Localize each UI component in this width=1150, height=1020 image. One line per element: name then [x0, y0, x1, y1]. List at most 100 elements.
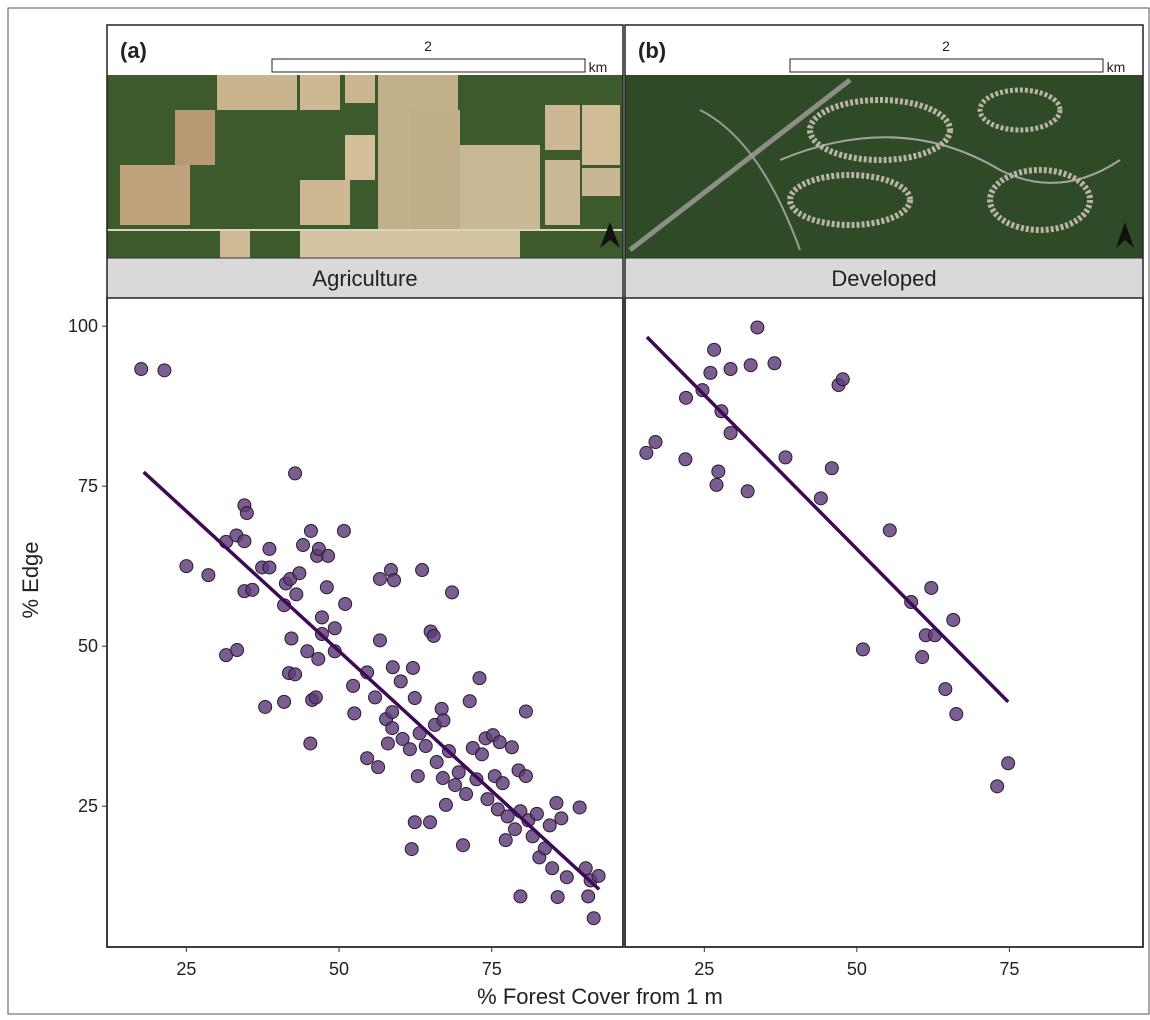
- y-tick-label: 50: [78, 636, 98, 656]
- point: [386, 706, 399, 719]
- point: [680, 391, 693, 404]
- point: [278, 695, 291, 708]
- point: [499, 834, 512, 847]
- point: [388, 574, 401, 587]
- point: [405, 843, 418, 856]
- point: [916, 651, 929, 664]
- point: [463, 695, 476, 708]
- point: [649, 436, 662, 449]
- point: [386, 722, 399, 735]
- x-tick-label: 50: [847, 959, 867, 979]
- y-tick-label: 100: [68, 316, 98, 336]
- point: [348, 707, 361, 720]
- point: [825, 462, 838, 475]
- panel-label: (a): [120, 38, 147, 63]
- point: [546, 862, 559, 875]
- figure: (a)2kmAgriculture255075255075100(b)2kmDe…: [0, 0, 1150, 1015]
- y-tick-label: 75: [78, 476, 98, 496]
- scale-bar: [272, 59, 585, 72]
- point: [460, 788, 473, 801]
- point: [724, 363, 737, 376]
- point: [339, 597, 352, 610]
- point: [592, 869, 605, 882]
- point: [475, 748, 488, 761]
- point: [779, 451, 792, 464]
- x-tick-label: 25: [176, 959, 196, 979]
- point: [259, 700, 272, 713]
- point: [508, 823, 521, 836]
- point: [679, 453, 692, 466]
- point: [322, 549, 335, 562]
- point: [158, 364, 171, 377]
- point: [416, 564, 429, 577]
- point: [473, 672, 486, 685]
- panel-label: (b): [638, 38, 666, 63]
- point: [381, 737, 394, 750]
- point: [304, 737, 317, 750]
- point: [406, 661, 419, 674]
- point: [836, 373, 849, 386]
- point: [519, 705, 532, 718]
- point: [301, 645, 314, 658]
- x-tick-label: 75: [999, 959, 1019, 979]
- point: [708, 343, 721, 356]
- point: [751, 321, 764, 334]
- point: [263, 542, 276, 555]
- point: [741, 485, 754, 498]
- point: [424, 816, 437, 829]
- point: [744, 359, 757, 372]
- point: [320, 581, 333, 594]
- point: [372, 761, 385, 774]
- point: [408, 692, 421, 705]
- point: [394, 675, 407, 688]
- point: [530, 807, 543, 820]
- point: [449, 779, 462, 792]
- point: [180, 560, 193, 573]
- aerial-agriculture: [107, 75, 623, 258]
- point: [297, 539, 310, 552]
- point: [814, 492, 827, 505]
- scale-label: 2: [942, 38, 950, 54]
- point: [135, 363, 148, 376]
- point: [369, 691, 382, 704]
- point: [446, 586, 459, 599]
- scale-label: 2: [424, 38, 432, 54]
- point: [950, 708, 963, 721]
- point: [435, 702, 448, 715]
- point: [573, 801, 586, 814]
- point: [373, 572, 386, 585]
- point: [550, 796, 563, 809]
- point: [408, 816, 421, 829]
- x-tick-label: 50: [329, 959, 349, 979]
- point: [231, 644, 244, 657]
- point: [430, 756, 443, 769]
- point: [437, 714, 450, 727]
- point: [439, 798, 452, 811]
- aerial-developed: [625, 75, 1143, 258]
- point: [587, 912, 600, 925]
- point: [452, 766, 465, 779]
- point: [386, 661, 399, 674]
- point: [202, 569, 215, 582]
- point: [640, 446, 653, 459]
- point: [560, 871, 573, 884]
- scale-unit: km: [589, 59, 608, 75]
- point: [263, 561, 276, 574]
- point: [925, 581, 938, 594]
- scale-bar: [790, 59, 1103, 72]
- x-tick-label: 25: [694, 959, 714, 979]
- point: [337, 524, 350, 537]
- point: [582, 890, 595, 903]
- point: [309, 691, 322, 704]
- point: [939, 683, 952, 696]
- point: [457, 839, 470, 852]
- point: [285, 632, 298, 645]
- y-tick-label: 25: [78, 796, 98, 816]
- point: [514, 890, 527, 903]
- point: [293, 567, 306, 580]
- point: [496, 777, 509, 790]
- point: [240, 507, 253, 520]
- point: [505, 741, 518, 754]
- point: [427, 629, 440, 642]
- point: [312, 652, 325, 665]
